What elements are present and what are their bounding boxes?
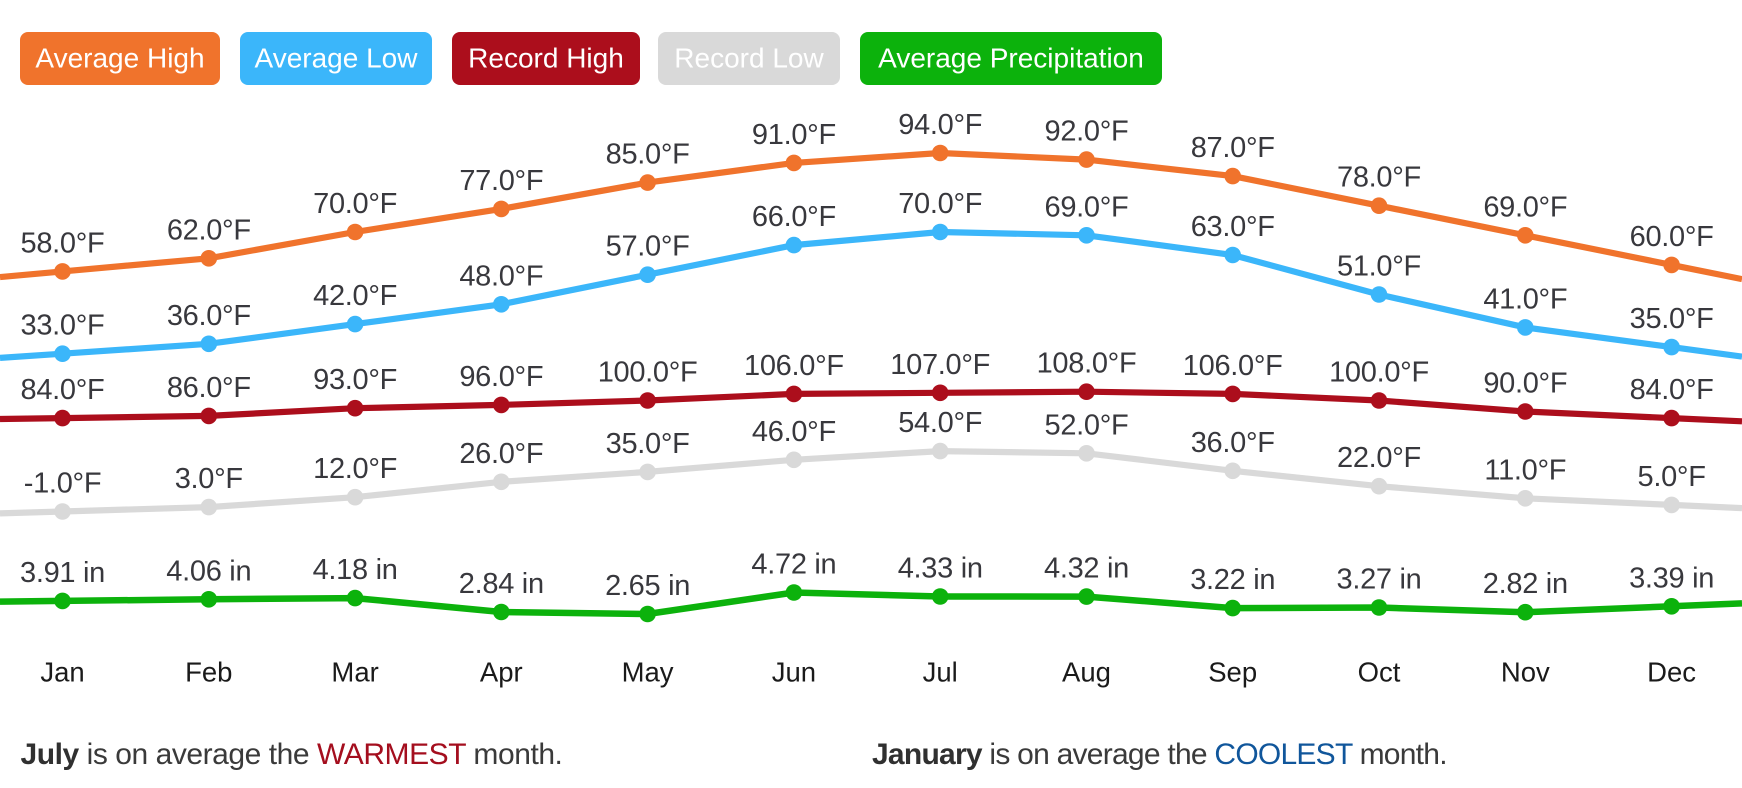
svg-text:52.0°F: 52.0°F — [1045, 409, 1129, 441]
svg-text:48.0°F: 48.0°F — [459, 260, 543, 292]
svg-text:3.39 in: 3.39 in — [1629, 562, 1714, 594]
svg-text:35.0°F: 35.0°F — [606, 428, 690, 460]
svg-text:63.0°F: 63.0°F — [1191, 211, 1275, 243]
svg-text:Jan: Jan — [40, 657, 84, 688]
svg-text:Average Precipitation: Average Precipitation — [878, 43, 1144, 74]
svg-text:36.0°F: 36.0°F — [1191, 427, 1275, 459]
svg-text:62.0°F: 62.0°F — [167, 214, 251, 246]
svg-text:4.72 in: 4.72 in — [751, 549, 836, 581]
svg-text:26.0°F: 26.0°F — [459, 438, 543, 470]
svg-text:78.0°F: 78.0°F — [1337, 162, 1421, 194]
svg-text:11.0°F: 11.0°F — [1484, 454, 1566, 486]
svg-text:Feb: Feb — [185, 657, 232, 688]
svg-text:3.91 in: 3.91 in — [20, 557, 105, 589]
svg-text:Jul: Jul — [923, 657, 958, 688]
svg-text:Oct: Oct — [1358, 657, 1401, 688]
svg-text:Apr: Apr — [480, 657, 523, 688]
svg-text:106.0°F: 106.0°F — [744, 350, 844, 382]
svg-text:Jun: Jun — [772, 657, 816, 688]
svg-text:5.0°F: 5.0°F — [1638, 461, 1706, 493]
svg-text:2.65 in: 2.65 in — [605, 570, 690, 602]
svg-text:Sep: Sep — [1208, 657, 1257, 688]
svg-text:3.22 in: 3.22 in — [1190, 564, 1275, 596]
svg-text:2.84 in: 2.84 in — [459, 568, 544, 600]
svg-text:84.0°F: 84.0°F — [1630, 374, 1714, 406]
svg-text:36.0°F: 36.0°F — [167, 300, 251, 332]
svg-text:22.0°F: 22.0°F — [1337, 442, 1421, 474]
svg-text:91.0°F: 91.0°F — [752, 119, 836, 151]
svg-text:70.0°F: 70.0°F — [898, 188, 982, 220]
svg-text:4.06 in: 4.06 in — [166, 555, 251, 587]
svg-text:90.0°F: 90.0°F — [1483, 368, 1567, 400]
svg-text:108.0°F: 108.0°F — [1037, 348, 1137, 380]
svg-text:58.0°F: 58.0°F — [21, 227, 105, 259]
svg-text:42.0°F: 42.0°F — [313, 280, 397, 312]
svg-text:69.0°F: 69.0°F — [1483, 191, 1567, 223]
svg-text:12.0°F: 12.0°F — [313, 453, 397, 485]
svg-text:86.0°F: 86.0°F — [167, 372, 251, 404]
svg-text:Dec: Dec — [1647, 657, 1696, 688]
svg-text:70.0°F: 70.0°F — [313, 188, 397, 220]
svg-text:57.0°F: 57.0°F — [606, 231, 690, 263]
svg-text:51.0°F: 51.0°F — [1337, 251, 1421, 283]
svg-text:-1.0°F: -1.0°F — [24, 468, 101, 500]
svg-text:2.82 in: 2.82 in — [1483, 568, 1568, 600]
svg-text:4.18 in: 4.18 in — [313, 554, 398, 586]
svg-text:106.0°F: 106.0°F — [1183, 350, 1283, 382]
svg-text:35.0°F: 35.0°F — [1630, 303, 1714, 335]
svg-text:100.0°F: 100.0°F — [1329, 357, 1429, 389]
svg-text:96.0°F: 96.0°F — [459, 361, 543, 393]
svg-text:69.0°F: 69.0°F — [1045, 191, 1129, 223]
svg-text:93.0°F: 93.0°F — [313, 364, 397, 396]
svg-text:Record Low: Record Low — [674, 43, 824, 74]
svg-text:94.0°F: 94.0°F — [898, 109, 982, 141]
svg-text:66.0°F: 66.0°F — [752, 201, 836, 233]
svg-text:41.0°F: 41.0°F — [1483, 283, 1567, 315]
svg-text:87.0°F: 87.0°F — [1191, 132, 1275, 164]
svg-text:July is on average the WARMEST: July is on average the WARMEST month. — [21, 738, 563, 771]
svg-text:46.0°F: 46.0°F — [752, 416, 836, 448]
svg-text:3.0°F: 3.0°F — [175, 463, 243, 495]
svg-text:107.0°F: 107.0°F — [890, 349, 990, 381]
svg-text:33.0°F: 33.0°F — [21, 310, 105, 342]
svg-text:Aug: Aug — [1062, 657, 1111, 688]
svg-text:84.0°F: 84.0°F — [21, 374, 105, 406]
svg-text:Mar: Mar — [331, 657, 378, 688]
svg-text:77.0°F: 77.0°F — [459, 165, 543, 197]
svg-text:Average Low: Average Low — [255, 43, 419, 74]
svg-text:3.27 in: 3.27 in — [1337, 564, 1422, 596]
svg-text:4.32 in: 4.32 in — [1044, 553, 1129, 585]
svg-text:Average High: Average High — [35, 43, 204, 74]
svg-text:100.0°F: 100.0°F — [598, 357, 698, 389]
svg-text:92.0°F: 92.0°F — [1045, 116, 1129, 148]
svg-text:54.0°F: 54.0°F — [898, 407, 982, 439]
svg-text:Record High: Record High — [468, 43, 624, 74]
svg-text:85.0°F: 85.0°F — [606, 139, 690, 171]
svg-text:60.0°F: 60.0°F — [1630, 221, 1714, 253]
svg-text:Nov: Nov — [1501, 657, 1550, 688]
svg-text:January is on average the COOL: January is on average the COOLEST month. — [872, 738, 1447, 771]
svg-text:May: May — [622, 657, 674, 688]
svg-text:4.33 in: 4.33 in — [898, 553, 983, 585]
